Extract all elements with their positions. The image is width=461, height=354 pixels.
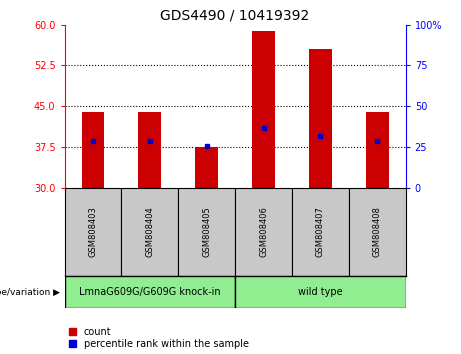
Bar <box>138 112 161 188</box>
Bar <box>252 31 275 188</box>
Bar <box>195 147 218 188</box>
Bar <box>309 49 332 188</box>
Bar <box>235 188 292 276</box>
Text: GSM808404: GSM808404 <box>145 206 154 257</box>
Text: GSM808405: GSM808405 <box>202 206 211 257</box>
Legend: count, percentile rank within the sample: count, percentile rank within the sample <box>70 327 249 349</box>
Title: GDS4490 / 10419392: GDS4490 / 10419392 <box>160 8 310 22</box>
Text: GSM808408: GSM808408 <box>373 206 382 257</box>
Bar <box>366 112 389 188</box>
Text: GSM808406: GSM808406 <box>259 206 268 257</box>
Text: LmnaG609G/G609G knock-in: LmnaG609G/G609G knock-in <box>79 287 221 297</box>
Bar <box>121 188 178 276</box>
Bar <box>65 276 235 308</box>
Bar <box>292 188 349 276</box>
Bar <box>349 188 406 276</box>
Text: genotype/variation ▶: genotype/variation ▶ <box>0 287 60 297</box>
Bar <box>178 188 235 276</box>
Bar <box>82 112 104 188</box>
Bar <box>65 188 121 276</box>
Text: GSM808407: GSM808407 <box>316 206 325 257</box>
Text: wild type: wild type <box>298 287 343 297</box>
Bar <box>235 276 406 308</box>
Text: GSM808403: GSM808403 <box>89 206 97 257</box>
